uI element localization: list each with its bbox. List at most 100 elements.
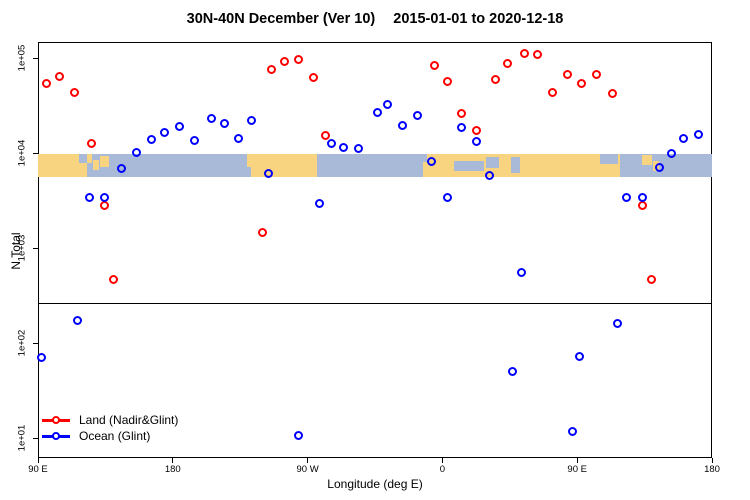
data-point-land bbox=[280, 56, 290, 66]
y-tick-label: 1e+05 bbox=[16, 44, 28, 72]
x-tick-label: 90 E bbox=[567, 464, 587, 475]
map-strip-water bbox=[511, 157, 521, 174]
data-point-land bbox=[456, 108, 466, 118]
map-strip-water bbox=[422, 153, 427, 162]
legend-item-ocean: Ocean (Glint) bbox=[42, 428, 178, 444]
data-point-ocean bbox=[326, 138, 336, 148]
data-point-land bbox=[638, 200, 648, 210]
data-point-ocean bbox=[426, 157, 436, 167]
data-point-ocean bbox=[443, 192, 453, 202]
land-marker-icon bbox=[42, 412, 70, 428]
data-point-land bbox=[70, 87, 80, 97]
data-point-ocean bbox=[131, 148, 141, 157]
legend: Land (Nadir&Glint) Ocean (Glint) bbox=[42, 412, 178, 444]
map-strip-water bbox=[246, 166, 252, 177]
data-point-ocean bbox=[413, 111, 423, 121]
data-point-land bbox=[266, 64, 276, 74]
data-point-ocean bbox=[693, 129, 703, 139]
data-point-land bbox=[608, 88, 618, 98]
data-point-land bbox=[429, 61, 439, 71]
y-tick-label: 1e+01 bbox=[16, 424, 28, 452]
data-point-land bbox=[471, 126, 481, 136]
y-tick bbox=[33, 437, 38, 439]
data-point-ocean bbox=[612, 318, 622, 328]
data-point-land bbox=[109, 275, 119, 285]
data-point-land bbox=[41, 79, 51, 89]
x-tick bbox=[576, 458, 578, 463]
chart-title-region: 30N-40N December (Ver 10) bbox=[186, 11, 376, 27]
data-point-ocean bbox=[638, 192, 648, 202]
map-strip-water bbox=[599, 153, 618, 165]
data-point-ocean bbox=[372, 107, 382, 117]
x-tick bbox=[37, 458, 39, 463]
data-point-ocean bbox=[206, 113, 216, 123]
data-point-ocean bbox=[233, 134, 243, 144]
y-tick bbox=[33, 247, 38, 249]
data-point-land bbox=[519, 49, 529, 59]
data-point-ocean bbox=[190, 136, 200, 146]
x-tick bbox=[172, 458, 174, 463]
map-strip-land bbox=[246, 153, 318, 177]
data-point-land bbox=[548, 87, 558, 97]
y-tick-label: 1e+02 bbox=[16, 329, 28, 357]
data-point-ocean bbox=[314, 199, 324, 209]
data-point-land bbox=[100, 200, 110, 210]
chart-title: 30N-40N December (Ver 10) 2015-01-01 to … bbox=[0, 11, 750, 27]
data-point-ocean bbox=[383, 100, 393, 109]
data-point-ocean bbox=[567, 426, 577, 436]
data-point-ocean bbox=[507, 366, 517, 376]
data-point-land bbox=[443, 76, 453, 86]
x-tick-label: 90 W bbox=[296, 464, 319, 475]
y-tick bbox=[33, 57, 38, 59]
data-point-land bbox=[563, 70, 573, 80]
legend-item-land: Land (Nadir&Glint) bbox=[42, 412, 178, 428]
data-point-land bbox=[257, 227, 267, 237]
plot-area bbox=[38, 42, 712, 458]
data-point-ocean bbox=[678, 134, 688, 144]
data-point-ocean bbox=[471, 136, 481, 146]
map-strip-water bbox=[485, 157, 500, 168]
y-tick-label: 1e+03 bbox=[16, 234, 28, 262]
y-tick-label: 1e+04 bbox=[16, 139, 28, 167]
data-point-ocean bbox=[621, 192, 631, 202]
y-tick bbox=[33, 152, 38, 154]
chart-title-daterange: 2015-01-01 to 2020-12-18 bbox=[393, 11, 564, 27]
map-strip-land bbox=[100, 156, 110, 167]
x-axis-title: Longitude (deg E) bbox=[327, 477, 423, 491]
data-point-land bbox=[293, 55, 303, 65]
data-point-land bbox=[591, 70, 601, 80]
x-tick bbox=[441, 458, 443, 463]
data-point-land bbox=[647, 275, 657, 285]
ocean-marker-icon bbox=[42, 428, 70, 444]
data-point-land bbox=[320, 131, 330, 141]
data-point-land bbox=[503, 59, 513, 69]
map-strip-water bbox=[454, 160, 485, 172]
x-tick-label: 180 bbox=[164, 464, 181, 475]
map-strip-land bbox=[642, 154, 653, 166]
data-point-ocean bbox=[116, 163, 126, 173]
data-point-ocean bbox=[85, 192, 95, 202]
data-point-ocean bbox=[338, 142, 348, 152]
x-tick-label: 180 bbox=[704, 464, 720, 475]
data-point-land bbox=[533, 49, 543, 59]
data-point-ocean bbox=[175, 121, 185, 131]
data-point-ocean bbox=[37, 352, 47, 362]
data-point-ocean bbox=[575, 352, 585, 362]
data-point-ocean bbox=[247, 116, 257, 126]
legend-label-land: Land (Nadir&Glint) bbox=[79, 413, 179, 427]
data-point-ocean bbox=[456, 123, 466, 133]
data-point-land bbox=[86, 138, 96, 148]
data-point-ocean bbox=[146, 135, 156, 144]
data-point-ocean bbox=[220, 119, 230, 129]
x-tick-label: 90 E bbox=[28, 464, 48, 475]
map-strip-land bbox=[93, 159, 100, 170]
data-point-land bbox=[55, 72, 65, 82]
map-strip-land bbox=[86, 153, 92, 164]
data-point-ocean bbox=[398, 121, 408, 131]
data-point-land bbox=[491, 74, 501, 84]
data-point-ocean bbox=[353, 144, 363, 154]
data-point-ocean bbox=[293, 430, 303, 440]
x-tick-label: 0 bbox=[439, 464, 446, 475]
map-strip-land bbox=[38, 153, 87, 177]
